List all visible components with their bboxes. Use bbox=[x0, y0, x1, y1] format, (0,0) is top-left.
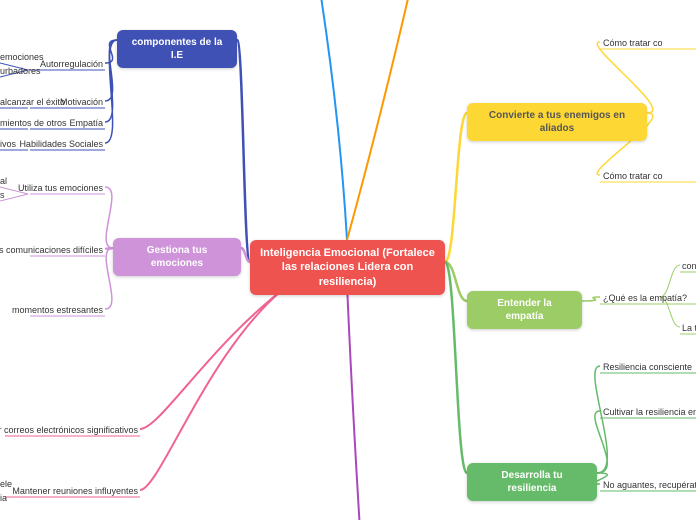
leaf-gestiona-2: momentos estresantes bbox=[12, 305, 103, 315]
subleaf-componentes-0-0: emociones bbox=[0, 52, 44, 62]
subleaf-gestiona-0-0: al bbox=[0, 176, 7, 186]
subleaf-empatia-0-0: constru bbox=[682, 261, 696, 271]
subleaf-empatia-0-1: La triac bbox=[682, 323, 696, 333]
leaf-componentes-2: Empatía bbox=[69, 118, 103, 128]
subleaf-componentes-1-0: alcanzar el éxito bbox=[0, 97, 65, 107]
subleaf-correos-1-1: ia bbox=[0, 493, 7, 503]
subleaf-correos-1-0: ele bbox=[0, 479, 12, 489]
leaf-resiliencia-2: No aguantes, recupérate bbox=[603, 480, 696, 490]
leaf-gestiona-0: Utiliza tus emociones bbox=[18, 183, 103, 193]
leaf-correos-1: Mantener reuniones influyentes bbox=[12, 486, 138, 496]
branch-gestiona[interactable]: Gestiona tus emociones bbox=[113, 238, 241, 276]
subleaf-componentes-0-1: urbadores bbox=[0, 66, 41, 76]
leaf-gestiona-1: ende las comunicaciones difíciles bbox=[0, 245, 103, 255]
leaf-empatia-0: ¿Qué es la empatía? bbox=[603, 293, 687, 303]
subleaf-componentes-2-0: mientos de otros bbox=[0, 118, 67, 128]
leaf-resiliencia-1: Cultivar la resiliencia en tiempos bbox=[603, 407, 696, 417]
subleaf-componentes-3-0: ivos bbox=[0, 139, 16, 149]
branch-resiliencia[interactable]: Desarrolla tu resiliencia bbox=[467, 463, 597, 501]
leaf-enemigos-1: Cómo tratar co bbox=[603, 171, 663, 181]
branch-componentes[interactable]: componentes de la I.E bbox=[117, 30, 237, 68]
leaf-componentes-3: Habilidades Sociales bbox=[19, 139, 103, 149]
leaf-enemigos-0: Cómo tratar co bbox=[603, 38, 663, 48]
subleaf-gestiona-0-1: s bbox=[0, 190, 5, 200]
root-node[interactable]: Inteligencia Emocional (Fortalece las re… bbox=[250, 240, 445, 295]
leaf-componentes-1: Motivación bbox=[60, 97, 103, 107]
leaf-componentes-0: Autorregulación bbox=[40, 59, 103, 69]
leaf-correos-0: Escribir correos electrónicos significat… bbox=[0, 425, 138, 435]
branch-empatia[interactable]: Entender la empatía bbox=[467, 291, 582, 329]
leaf-resiliencia-0: Resiliencia consciente bbox=[603, 362, 692, 372]
branch-enemigos[interactable]: Convierte a tus enemigos en aliados bbox=[467, 103, 647, 141]
